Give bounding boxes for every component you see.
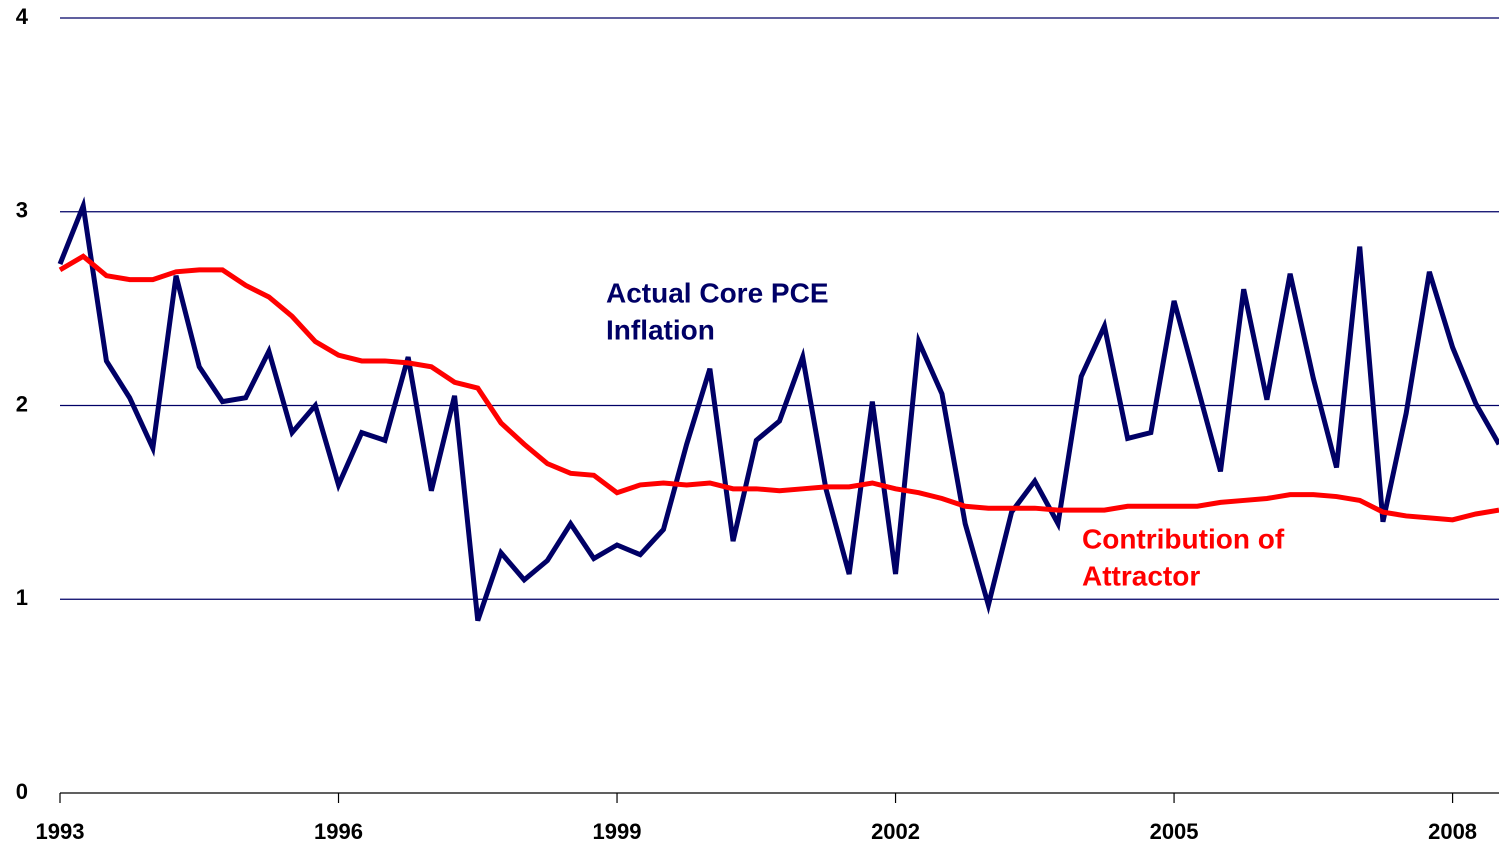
y-tick-label: 4	[16, 4, 29, 29]
annotation: Attractor	[1082, 560, 1200, 591]
y-tick-label: 3	[16, 198, 28, 223]
x-tick-label: 1996	[314, 819, 363, 844]
y-tick-label: 0	[16, 779, 28, 804]
annotation: Inflation	[606, 314, 715, 345]
x-tick-label: 1993	[36, 819, 85, 844]
y-tick-label: 1	[16, 585, 28, 610]
x-tick-label: 1999	[593, 819, 642, 844]
annotation: Actual Core PCE	[606, 277, 829, 308]
x-tick-label: 2008	[1428, 819, 1477, 844]
x-tick-label: 2005	[1150, 819, 1199, 844]
annotation: Contribution of	[1082, 523, 1285, 554]
series-line	[57, 196, 1499, 622]
x-tick-label: 2002	[871, 819, 920, 844]
series-line	[58, 253, 1499, 523]
y-tick-label: 2	[16, 391, 28, 416]
